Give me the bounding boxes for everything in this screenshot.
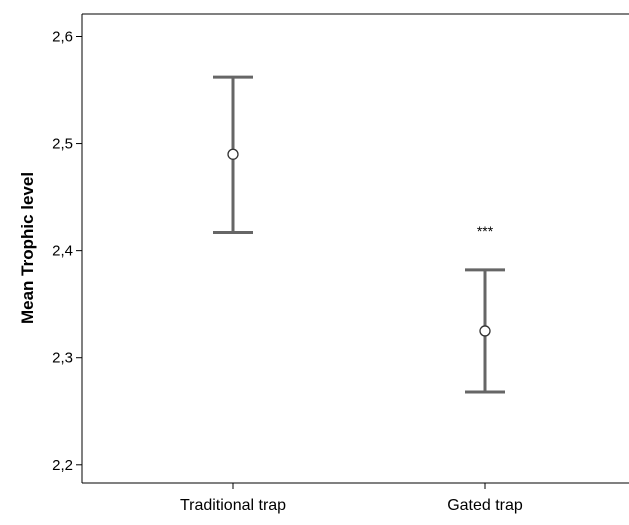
y-tick-label: 2,4 — [52, 243, 73, 260]
mean-marker — [479, 325, 491, 337]
y-tick-label: 2,3 — [52, 350, 73, 367]
mean-marker — [227, 148, 239, 160]
y-tick-label: 2,2 — [52, 457, 73, 474]
y-axis-title: Mean Trophic level — [18, 172, 37, 324]
y-tick-label: 2,6 — [52, 28, 73, 45]
x-tick-label: Traditional trap — [180, 497, 286, 514]
x-tick-label: Gated trap — [447, 497, 523, 514]
y-tick-label: 2,5 — [52, 136, 73, 153]
significance-label: *** — [477, 223, 494, 239]
